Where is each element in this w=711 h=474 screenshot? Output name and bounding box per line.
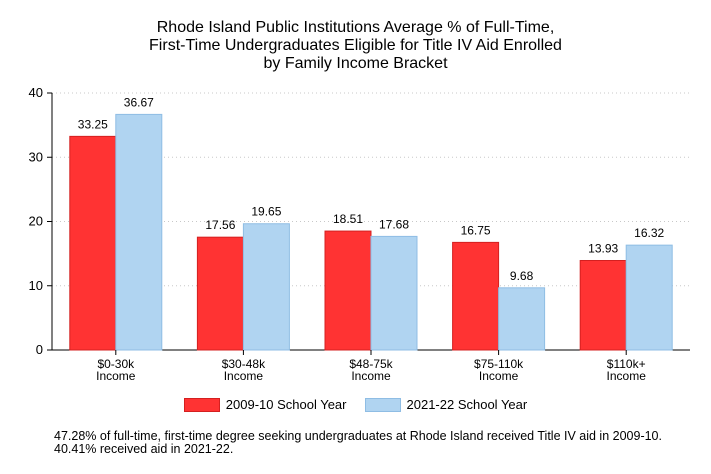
chart-title-line-2: First-Time Undergraduates Eligible for T…	[149, 37, 562, 54]
y-tick-label: 40	[29, 85, 43, 100]
x-tick-label: Income	[96, 369, 136, 383]
legend-item-2021-22: 2021-22 School Year	[364, 397, 528, 412]
y-tick-label: 10	[29, 278, 43, 293]
x-tick-label: Income	[607, 369, 647, 383]
bar	[452, 241, 500, 351]
x-tick-label: $48-75k	[349, 357, 393, 371]
bar	[115, 113, 163, 351]
bar	[498, 287, 546, 351]
chart-title-line-1: Rhode Island Public Institutions Average…	[156, 19, 555, 36]
x-tick-label: $30-48k	[222, 357, 266, 371]
legend-label-2021-22: 2021-22 School Year	[406, 397, 528, 412]
y-tick-label: 20	[29, 214, 43, 229]
x-tick-label: Income	[224, 369, 264, 383]
chart-title: Rhode Island Public Institutions Average…	[0, 19, 711, 73]
data-label: 9.68	[510, 269, 534, 283]
bar	[324, 230, 372, 351]
bar	[625, 244, 673, 351]
footnote: 47.28% of full-time, first-time degree s…	[54, 429, 662, 456]
data-label: 36.67	[124, 95, 154, 109]
bar	[242, 223, 290, 351]
legend-swatch-2021-22	[364, 397, 401, 412]
x-tick-label: $110k+	[607, 357, 646, 371]
bar	[69, 135, 117, 351]
data-label: 18.51	[333, 212, 363, 226]
data-label: 16.75	[461, 223, 491, 237]
bar-chart: 01020304033.2536.67$0-30kIncome17.5619.6…	[29, 85, 690, 383]
data-label: 19.65	[251, 205, 281, 219]
data-label: 17.56	[205, 218, 235, 232]
x-tick-label: $0-30k	[97, 357, 135, 371]
bar	[579, 259, 627, 351]
legend-label-2009-10: 2009-10 School Year	[225, 397, 347, 412]
bar	[370, 235, 418, 351]
legend: 2009-10 School Year 2021-22 School Year	[0, 397, 711, 412]
bar	[196, 236, 244, 351]
data-label: 33.25	[78, 117, 108, 131]
x-tick-label: $75-110k	[474, 357, 524, 371]
data-label: 13.93	[588, 241, 618, 255]
x-tick-label: Income	[479, 369, 519, 383]
legend-item-2009-10: 2009-10 School Year	[183, 397, 347, 412]
y-tick-label: 30	[29, 149, 43, 164]
data-label: 17.68	[379, 217, 409, 231]
legend-swatch-2009-10	[183, 397, 220, 412]
chart-title-line-3: by Family Income Bracket	[263, 55, 448, 72]
y-tick-label: 0	[36, 342, 43, 357]
data-label: 16.32	[634, 226, 664, 240]
x-tick-label: Income	[351, 369, 391, 383]
